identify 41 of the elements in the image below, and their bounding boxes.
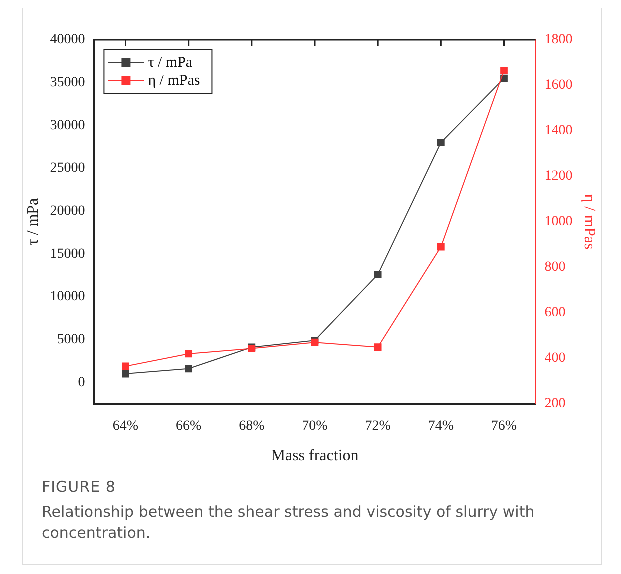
- point: [437, 139, 445, 146]
- x-tick-label: 72%: [365, 419, 392, 434]
- legend-label: τ / mPa: [148, 54, 193, 71]
- point: [122, 362, 130, 370]
- x-tick-label: 66%: [176, 419, 202, 434]
- y2-tick-label: 600: [544, 306, 566, 321]
- y2-axis-title: η / mPas: [581, 194, 598, 250]
- x-axis-title: Mass fraction: [271, 448, 359, 465]
- x-tick-label: 64%: [112, 419, 139, 434]
- y-tick-label: 15000: [50, 246, 86, 262]
- y-tick-label: 25000: [50, 161, 86, 176]
- point: [185, 365, 193, 373]
- legend-label: η / mPas: [148, 72, 200, 89]
- caption: FIGURE 8: [42, 478, 117, 496]
- y2-tick-label: 800: [544, 260, 566, 276]
- point: [374, 270, 382, 278]
- y2-tick-label: 200: [544, 396, 566, 412]
- point: [122, 370, 130, 378]
- x-tick-label: 68%: [239, 419, 266, 434]
- y2-tick-label: 1200: [544, 169, 573, 184]
- y-tick-label: 0: [78, 375, 86, 390]
- y2-tick-label: 1600: [544, 78, 573, 94]
- point: [500, 67, 508, 74]
- point: [374, 344, 382, 352]
- y-tick-label: 5000: [57, 332, 86, 348]
- text: Relationship between the shear stress and viscosity of slurry with concentration.: [42, 502, 536, 544]
- y-tick-label: 30000: [50, 118, 86, 134]
- y-tick-label: 10000: [50, 290, 86, 305]
- point: [437, 243, 445, 251]
- x-tick-label: 76%: [491, 419, 518, 434]
- y2-tick-label: 1400: [544, 124, 573, 139]
- y-tick-label: 20000: [50, 204, 86, 219]
- x-tick-label: 70%: [302, 419, 328, 434]
- x-tick-label: 74%: [428, 419, 454, 434]
- y-axis-title: τ / mPa: [24, 198, 42, 246]
- point: [185, 350, 193, 358]
- y2-tick-label: 400: [544, 351, 566, 366]
- y2-tick-label: 1800: [544, 32, 573, 48]
- y-tick-label: 40000: [50, 32, 86, 48]
- y-tick-label: 35000: [50, 75, 86, 90]
- y2-tick-label: 1000: [544, 214, 573, 230]
